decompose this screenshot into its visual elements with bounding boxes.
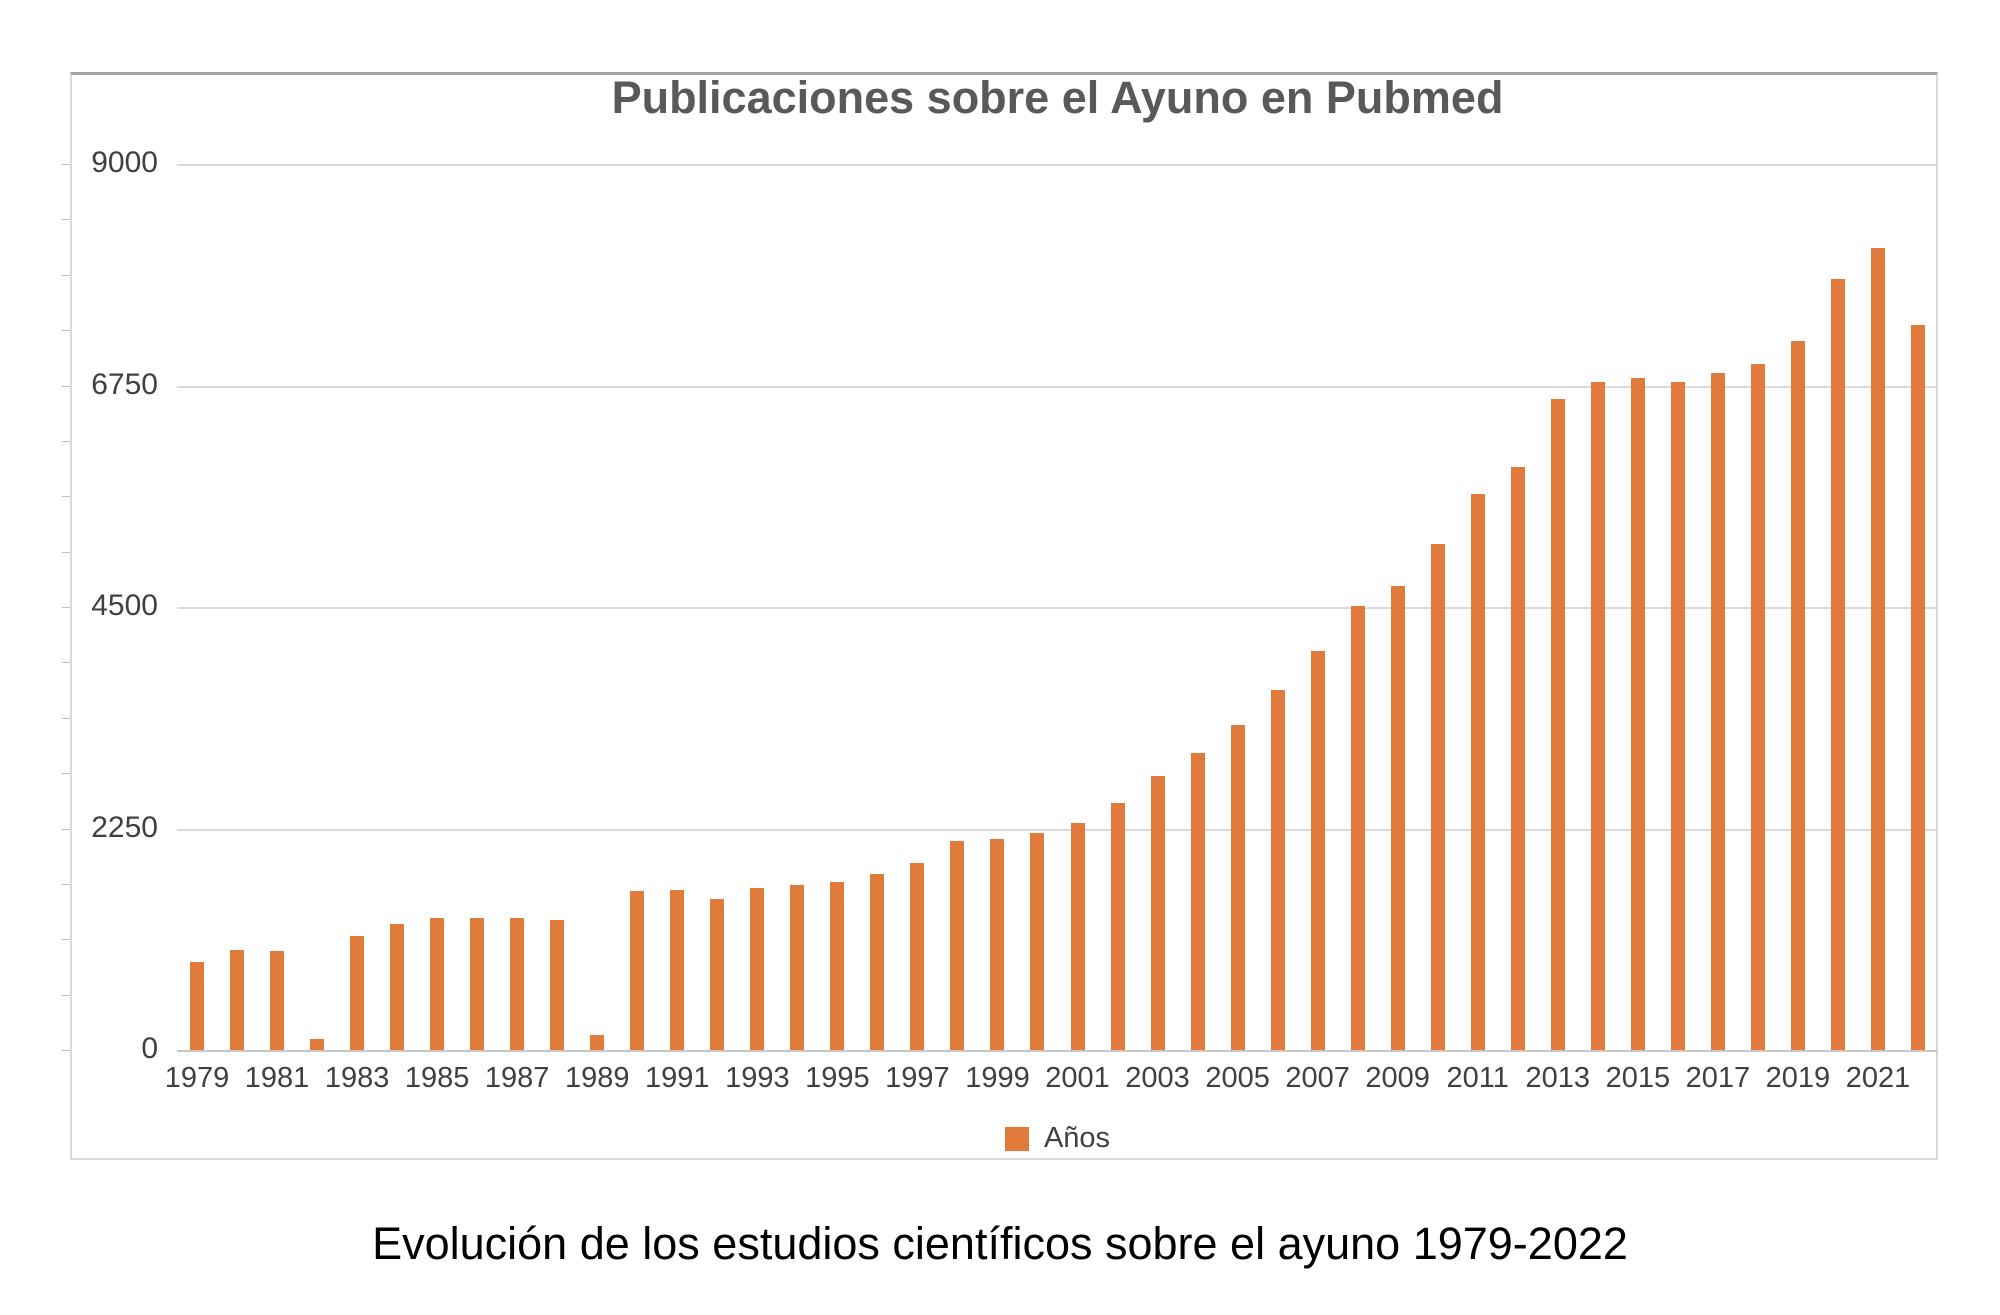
bar-1999 [990, 838, 1005, 1050]
bar-1983 [350, 935, 365, 1050]
x-axis-tick-label: 2009 [1365, 1062, 1430, 1094]
bar-2002 [1110, 802, 1125, 1050]
y-axis-minor-tick [62, 717, 70, 719]
x-axis-tick-label: 2005 [1205, 1062, 1270, 1094]
y-axis-minor-tick [62, 994, 70, 996]
bar-2016 [1670, 381, 1685, 1050]
y-axis-minor-tick [62, 1050, 70, 1051]
bar-1989 [590, 1035, 605, 1050]
x-axis-tick-label: 1979 [164, 1062, 230, 1094]
legend-label: Años [1043, 1122, 1111, 1154]
bar-1986 [470, 917, 485, 1050]
gridline-9000 [177, 164, 1938, 166]
bar-2007 [1310, 651, 1325, 1050]
bar-2009 [1390, 586, 1405, 1050]
bar-1990 [630, 891, 645, 1050]
x-axis-tick-label: 1997 [885, 1062, 950, 1094]
y-axis-minor-tick [62, 662, 70, 664]
y-axis-minor-tick [62, 219, 70, 221]
bar-2001 [1070, 822, 1085, 1050]
y-axis-tick-label: 2250 [91, 810, 158, 844]
x-axis-tick-label: 2011 [1446, 1062, 1509, 1094]
bar-2010 [1430, 543, 1445, 1050]
x-axis-tick-label: 1993 [725, 1062, 790, 1094]
gridline-2250 [177, 828, 1938, 831]
y-axis-minor-tick [62, 440, 70, 442]
bar-2015 [1630, 377, 1645, 1050]
bar-2014 [1590, 381, 1605, 1050]
x-axis-tick-label: 1995 [805, 1062, 870, 1094]
y-axis-tick-label: 0 [141, 1032, 158, 1065]
y-axis-minor-tick [62, 607, 70, 608]
bar-1998 [950, 841, 965, 1050]
bar-1982 [310, 1039, 325, 1050]
x-axis-tick-label: 2021 [1845, 1062, 1911, 1094]
chart-title: Publicaciones sobre el Ayuno en Pubmed [611, 72, 1504, 123]
x-axis-tick-label: 2017 [1685, 1062, 1751, 1094]
bar-1984 [390, 923, 405, 1050]
x-axis-tick-label: 2019 [1765, 1062, 1831, 1094]
bar-2000 [1030, 833, 1045, 1050]
y-axis-minor-tick [62, 330, 70, 332]
y-axis-minor-tick [62, 164, 70, 165]
bar-1995 [830, 881, 845, 1050]
gridline-4500 [177, 607, 1938, 609]
x-axis-line [177, 1050, 1938, 1052]
bar-1980 [230, 950, 245, 1050]
bar-2011 [1470, 494, 1485, 1050]
y-axis-tick-label: 9000 [91, 146, 158, 179]
bar-1993 [750, 888, 765, 1050]
bar-2005 [1230, 724, 1245, 1050]
y-axis-minor-tick [62, 883, 70, 885]
bar-2004 [1190, 753, 1205, 1050]
x-axis-tick-label: 1985 [404, 1062, 470, 1094]
bar-1992 [710, 899, 725, 1050]
y-axis-minor-tick [62, 939, 70, 941]
x-axis-tick-label: 2003 [1125, 1062, 1190, 1094]
y-axis-minor-tick [62, 385, 70, 387]
bar-1985 [430, 918, 445, 1050]
bar-2017 [1710, 372, 1725, 1050]
bar-2008 [1350, 605, 1365, 1050]
bar-1994 [790, 884, 805, 1050]
bar-2021 [1870, 248, 1885, 1050]
y-axis-minor-tick [62, 551, 70, 553]
x-axis-tick-label: 1999 [965, 1062, 1030, 1094]
gridline-6750 [177, 385, 1938, 388]
y-axis-minor-tick [62, 828, 70, 830]
y-axis-tick-label: 4500 [91, 589, 158, 622]
bar-1991 [670, 889, 685, 1050]
bar-2018 [1750, 363, 1765, 1050]
bar-2020 [1830, 278, 1845, 1050]
bar-2013 [1550, 399, 1565, 1050]
figure-caption: Evolución de los estudios científicos so… [372, 1218, 1628, 1269]
bar-1981 [270, 950, 285, 1050]
bar-1996 [870, 873, 885, 1050]
x-axis-tick-label: 2001 [1045, 1062, 1110, 1094]
x-axis-tick-label: 1983 [324, 1062, 390, 1094]
bar-2019 [1790, 341, 1805, 1050]
x-axis-tick-label: 1981 [244, 1062, 310, 1094]
bar-2006 [1270, 689, 1285, 1050]
y-axis-tick-label: 6750 [91, 367, 158, 401]
bar-2003 [1150, 776, 1165, 1050]
bar-1987 [510, 917, 525, 1050]
y-axis-minor-tick [62, 496, 70, 498]
bar-2012 [1510, 467, 1525, 1050]
bar-2022 [1910, 325, 1925, 1050]
x-axis-tick-label: 1991 [645, 1062, 710, 1094]
x-axis-tick-label: 2013 [1525, 1062, 1591, 1094]
y-axis-minor-tick [62, 773, 70, 775]
x-axis-tick-label: 1989 [564, 1062, 630, 1094]
x-axis-tick-label: 2007 [1285, 1062, 1350, 1094]
legend-swatch-icon [1004, 1126, 1029, 1151]
x-axis-tick-label: 2015 [1605, 1062, 1671, 1094]
bar-1988 [550, 920, 565, 1050]
bar-1997 [910, 862, 925, 1050]
legend: Años [177, 1122, 1938, 1155]
y-axis-minor-tick [62, 274, 70, 276]
x-axis-tick-label: 1987 [484, 1062, 550, 1094]
bar-1979 [190, 962, 204, 1050]
